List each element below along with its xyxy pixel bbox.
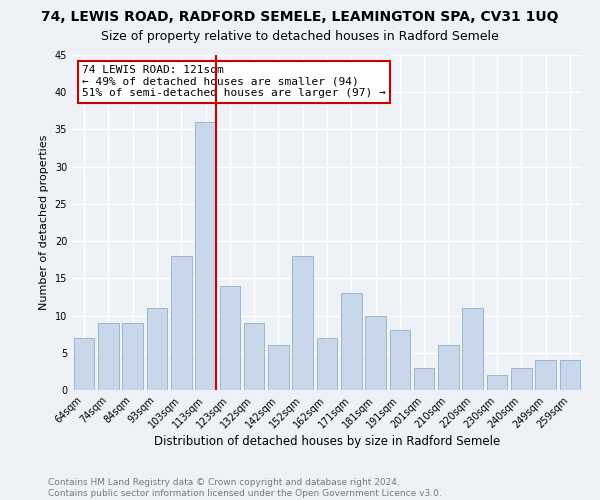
Bar [146, 308, 167, 390]
Text: Size of property relative to detached houses in Radford Semele: Size of property relative to detached ho… [101, 30, 499, 43]
Bar [220, 286, 240, 390]
Bar [535, 360, 556, 390]
Bar [487, 375, 508, 390]
Bar [317, 338, 337, 390]
Bar [341, 293, 362, 390]
Bar [414, 368, 434, 390]
Bar [560, 360, 580, 390]
Y-axis label: Number of detached properties: Number of detached properties [39, 135, 49, 310]
Bar [389, 330, 410, 390]
Bar [511, 368, 532, 390]
Text: Contains HM Land Registry data © Crown copyright and database right 2024.
Contai: Contains HM Land Registry data © Crown c… [48, 478, 442, 498]
Bar [171, 256, 191, 390]
Bar [438, 346, 459, 390]
Bar [195, 122, 216, 390]
Bar [463, 308, 483, 390]
Text: 74 LEWIS ROAD: 121sqm
← 49% of detached houses are smaller (94)
51% of semi-deta: 74 LEWIS ROAD: 121sqm ← 49% of detached … [82, 65, 386, 98]
Bar [292, 256, 313, 390]
Text: 74, LEWIS ROAD, RADFORD SEMELE, LEAMINGTON SPA, CV31 1UQ: 74, LEWIS ROAD, RADFORD SEMELE, LEAMINGT… [41, 10, 559, 24]
Bar [365, 316, 386, 390]
Bar [122, 323, 143, 390]
X-axis label: Distribution of detached houses by size in Radford Semele: Distribution of detached houses by size … [154, 436, 500, 448]
Bar [268, 346, 289, 390]
Bar [244, 323, 265, 390]
Bar [74, 338, 94, 390]
Bar [98, 323, 119, 390]
